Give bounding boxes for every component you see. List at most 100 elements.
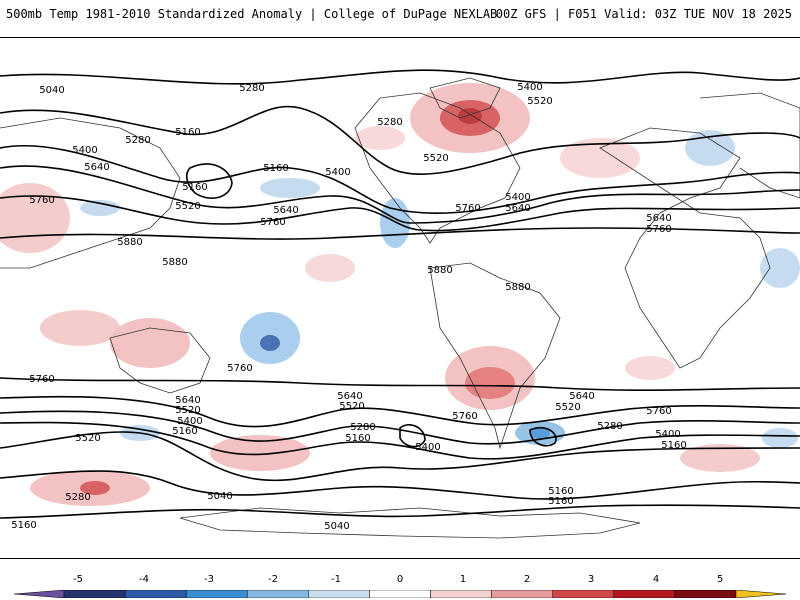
colorbar-segment — [247, 590, 309, 598]
contour-south-3 — [0, 421, 800, 460]
contour-label: 5400 — [72, 145, 97, 156]
coastlines — [0, 77, 800, 539]
colorbar-right-extension — [735, 590, 786, 598]
contour-label: 5760 — [455, 203, 480, 214]
contour-label: 5160 — [11, 520, 36, 531]
contour-label: 5400 — [505, 192, 530, 203]
contour-south-5 — [0, 470, 800, 500]
contour-label: 5880 — [427, 265, 452, 276]
contour-label: 5520 — [555, 402, 580, 413]
contour-closed-low-spac — [399, 424, 426, 448]
colorbar-tick: 1 — [459, 574, 467, 585]
contour-label: 5880 — [117, 237, 142, 248]
colorbar-tick: -4 — [139, 574, 149, 585]
colorbar-segment — [185, 590, 248, 598]
contour-label: 5880 — [505, 282, 530, 293]
contour-label: 5760 — [29, 374, 54, 385]
header: 500mb Temp 1981-2010 Standardized Anomal… — [0, 0, 800, 30]
anomaly-colorbar: -5 -4 -3 -2 -1 0 1 2 3 4 5 — [0, 570, 800, 600]
south-america-outline — [429, 262, 561, 450]
contour-label: 5280 — [239, 83, 264, 94]
contour-label: 5280 — [65, 492, 90, 503]
map-title: 500mb Temp 1981-2010 Standardized Anomal… — [6, 7, 498, 21]
contour-label: 5160 — [182, 182, 207, 193]
contour-label: 5280 — [597, 421, 622, 432]
contour-label: 5760 — [29, 195, 54, 206]
contour-label: 5280 — [350, 422, 375, 433]
colorbar-tick: -1 — [331, 574, 341, 585]
contour-label: 5880 — [162, 257, 187, 268]
colorbar-tick: 4 — [652, 574, 660, 585]
asia-east-outline — [699, 92, 800, 199]
colorbar-segment — [308, 590, 370, 598]
contour-north-5 — [0, 195, 800, 232]
australia-outline — [109, 327, 211, 394]
contour-label: 5520 — [75, 433, 100, 444]
contour-label: 5520 — [527, 96, 552, 107]
greenland-outline — [429, 77, 501, 119]
colorbar-segment — [674, 590, 737, 598]
contour-label: 5640 — [337, 391, 362, 402]
contour-label: 5520 — [175, 201, 200, 212]
colorbar-tick: 0 — [396, 574, 404, 585]
contour-label: 5640 — [175, 395, 200, 406]
colorbar-tick: 3 — [587, 574, 595, 585]
north-america-outline — [354, 92, 521, 244]
map-canvas: 5040 5280 5160 5400 5280 5640 5160 5160 … — [0, 69, 800, 539]
contour-label: 5640 — [569, 391, 594, 402]
contour-labels: 5040 5280 5160 5400 5280 5640 5160 5160 … — [11, 82, 686, 532]
anomaly-shading — [0, 83, 800, 506]
contour-label: 5160 — [172, 426, 197, 437]
contour-tropics-south — [0, 377, 800, 392]
contour-closed-low-satl — [529, 426, 557, 447]
europe-africa-outline — [599, 127, 771, 369]
colorbar-tick: -3 — [204, 574, 214, 585]
contour-label: 5280 — [377, 117, 402, 128]
contour-closed-low-pacific — [185, 163, 233, 199]
contour-label: 5520 — [175, 405, 200, 416]
contour-label: 5640 — [273, 205, 298, 216]
colorbar-strip — [14, 590, 786, 598]
contour-south-6 — [0, 504, 800, 519]
contour-label: 5160 — [548, 486, 573, 497]
contour-label: 5160 — [263, 163, 288, 174]
colorbar-segment — [63, 590, 126, 598]
contour-label: 5160 — [345, 433, 370, 444]
colorbar-tick: -2 — [268, 574, 278, 585]
colorbar-segment — [491, 590, 553, 598]
contour-label: 5400 — [177, 416, 202, 427]
colorbar-tick: -5 — [73, 574, 83, 585]
contour-label: 5400 — [655, 429, 680, 440]
contour-label: 5160 — [548, 496, 573, 507]
contour-label: 5400 — [517, 82, 542, 93]
colorbar-tick: 5 — [716, 574, 724, 585]
contour-label: 5520 — [423, 153, 448, 164]
contour-label: 5640 — [505, 203, 530, 214]
colorbar-segment — [613, 590, 676, 598]
height-contours — [0, 69, 800, 519]
contour-south-4 — [0, 431, 800, 482]
contour-south-1 — [0, 395, 800, 428]
model-run-valid-time: 00Z GFS | F051 Valid: 03Z TUE NOV 18 202… — [495, 7, 792, 21]
contour-south-2 — [0, 410, 800, 445]
contour-label: 5040 — [39, 85, 64, 96]
contour-label: 5760 — [227, 363, 252, 374]
contour-label: 5520 — [339, 401, 364, 412]
asia-outline — [0, 117, 181, 269]
contour-label: 5760 — [646, 224, 671, 235]
contour-label: 5640 — [84, 162, 109, 173]
contour-label: 5160 — [661, 440, 686, 451]
contour-label: 5640 — [646, 213, 671, 224]
colorbar-left-extension — [14, 590, 65, 598]
contour-north-1 — [0, 69, 800, 85]
contour-label: 5760 — [452, 411, 477, 422]
colorbar-tick: 2 — [523, 574, 531, 585]
contour-north-2 — [0, 105, 800, 175]
contour-label: 5160 — [175, 127, 200, 138]
colorbar-segment — [552, 590, 615, 598]
colorbar-segment — [124, 590, 187, 598]
colorbar-segment — [369, 590, 431, 598]
antarctica-outline — [179, 507, 641, 539]
anomaly-map[interactable]: 5040 5280 5160 5400 5280 5640 5160 5160 … — [0, 37, 800, 559]
contour-label: 5040 — [324, 521, 349, 532]
